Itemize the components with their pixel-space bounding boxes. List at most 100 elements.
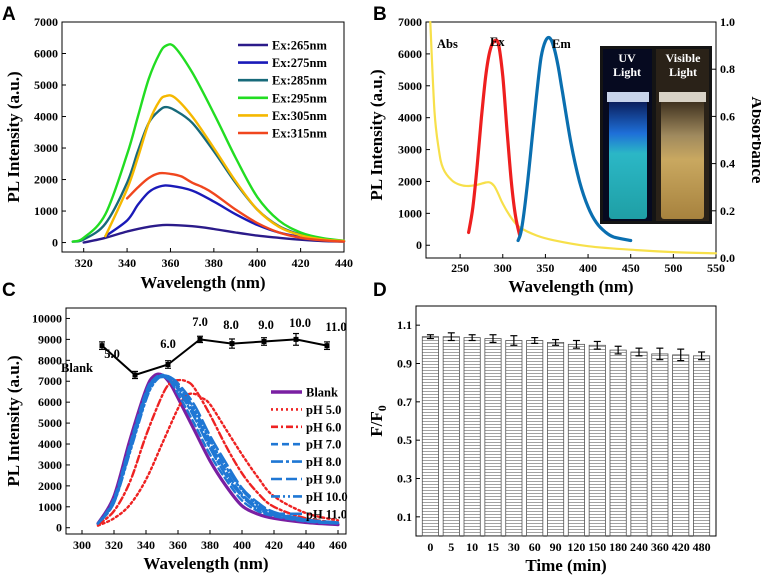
x-tick-label: 420 (265, 538, 283, 552)
x-tick-label: 120 (567, 540, 585, 554)
y-tick-label: 5000 (398, 79, 422, 93)
x-tick-label: 400 (233, 538, 251, 552)
bar-30 (505, 340, 523, 537)
y-tick-label: 2000 (398, 174, 422, 188)
bar-420 (672, 354, 690, 537)
inset-label-7.0: 7.0 (192, 315, 208, 329)
y2-tick-label: 0.8 (720, 62, 735, 76)
legend-label-Ex:275nm: Ex:275nm (272, 56, 327, 70)
annotation-ex: Ex (490, 35, 505, 49)
y-tick-label: 6000 (398, 47, 422, 61)
plot-frame-a (61, 21, 345, 253)
bar-5 (442, 336, 460, 537)
y-axis-label-b: PL Intensity (a.u.) (367, 69, 386, 200)
x-tick-label: 380 (201, 538, 219, 552)
x-tick-label: 30 (508, 540, 520, 554)
y-tick-label: 0 (52, 236, 58, 250)
y2-tick-label: 1.0 (720, 15, 735, 29)
x-tick-label: 180 (609, 540, 627, 554)
inset-label-10.0: 10.0 (289, 316, 311, 330)
series-line-Ex:305nm (104, 94, 346, 243)
x-tick-label: 0 (427, 540, 433, 554)
legend-label-pH 11.0: pH 11.0 (306, 507, 347, 521)
legend-label-pH 8.0: pH 8.0 (306, 455, 341, 469)
x-tick-label: 480 (693, 540, 711, 554)
bar-10 (463, 337, 481, 537)
y2-tick-label: 0.6 (720, 109, 735, 123)
inset-point (324, 343, 330, 349)
inset-label-6.0: 6.0 (160, 337, 176, 351)
y-tick-label: 1.1 (397, 318, 412, 332)
series-line-Em (516, 35, 633, 243)
y-tick-label: 4000 (34, 110, 58, 124)
x-tick-label: 240 (630, 540, 648, 554)
inset-label-Blank: Blank (61, 361, 93, 375)
inset-label-9.0: 9.0 (258, 318, 274, 332)
x-tick-label: 60 (529, 540, 541, 554)
chart-b: 250 300 350 400 450 500 550 0 1000 2000 3000 4000 50… (367, 15, 761, 296)
series-line-pH 10.0 (96, 374, 340, 525)
series-line-pH 11.0 (96, 373, 340, 525)
y-tick-label: 0 (56, 521, 62, 535)
inset-point (132, 372, 138, 378)
y-tick-label: 7000 (38, 374, 62, 388)
x-tick-label: 360 (651, 540, 669, 554)
panel-letter-d: D (373, 280, 387, 301)
y-axis-label-c: PL Intensity (a.u.) (4, 355, 23, 486)
x-axis-label-c: Wavelength (nm) (143, 554, 268, 573)
series-line-Ex (467, 38, 522, 238)
chart-a: 320 340 360 380 400 420 440 0 1000 2000 3000 4000 50… (4, 15, 353, 292)
y-tick-label: 2000 (34, 173, 58, 187)
y-tick-label: 1000 (34, 204, 58, 218)
bar-90 (547, 342, 565, 537)
bar-15 (484, 338, 502, 537)
y-tick-label: 5000 (38, 416, 62, 430)
y-tick-label: 2000 (38, 479, 62, 493)
series-line-Ex:315nm (125, 171, 346, 243)
panel-letter-b: B (373, 4, 387, 25)
panel-letter-c: C (2, 280, 16, 301)
y-tick-label: 7000 (34, 15, 58, 29)
y-tick-label: 1000 (398, 206, 422, 220)
series-line-pH 6.0 (96, 378, 340, 526)
y-tick-label: 4000 (38, 437, 62, 451)
bar-180 (609, 349, 627, 537)
legend-label-Ex:265nm: Ex:265nm (272, 39, 327, 53)
series-line-Ex:295nm (71, 43, 346, 243)
x-tick-label: 340 (118, 256, 136, 270)
chart-c: 300 320 340 360 380 400 420 440 460 0 1000 2000 3000… (4, 307, 348, 573)
y-tick-label: 0.1 (397, 510, 412, 524)
series-line-Ex:275nm (104, 184, 346, 243)
x-tick-label: 10 (466, 540, 478, 554)
plot-frame-b (425, 21, 717, 259)
bar-60 (526, 340, 544, 537)
y-tick-label: 0 (416, 238, 422, 252)
legend-label-Ex:285nm: Ex:285nm (272, 74, 327, 88)
bar-0 (421, 336, 439, 537)
inset-photo: UV Light Visible Light (600, 46, 712, 224)
y-tick-label: 0.7 (397, 395, 412, 409)
bar-480 (693, 355, 711, 537)
series-line-Blank (96, 372, 340, 527)
bar-360 (651, 353, 669, 537)
legend-label-pH 5.0: pH 5.0 (306, 403, 341, 417)
y-axis-label-d: F/F0 (367, 405, 389, 437)
y2-tick-label: 0.2 (720, 204, 735, 218)
x-tick-label: 420 (292, 256, 310, 270)
series-line-pH 9.0 (96, 373, 340, 525)
legend-label-Ex:305nm: Ex:305nm (272, 109, 327, 123)
x-tick-label: 460 (329, 538, 347, 552)
y-tick-label: 1000 (38, 500, 62, 514)
x-tick-label: 5 (448, 540, 454, 554)
inset-point (197, 336, 203, 342)
x-tick-label: 360 (169, 538, 187, 552)
series-line-pH 5.0 (96, 392, 340, 527)
x-tick-label: 550 (707, 261, 725, 275)
plot-frame-d (415, 305, 717, 537)
legend-label-pH 7.0: pH 7.0 (306, 438, 341, 452)
legend-label-pH 10.0: pH 10.0 (306, 490, 348, 504)
legend-label-Ex:315nm: Ex:315nm (272, 127, 327, 141)
x-tick-label: 340 (137, 538, 155, 552)
y-tick-label: 8000 (38, 353, 62, 367)
